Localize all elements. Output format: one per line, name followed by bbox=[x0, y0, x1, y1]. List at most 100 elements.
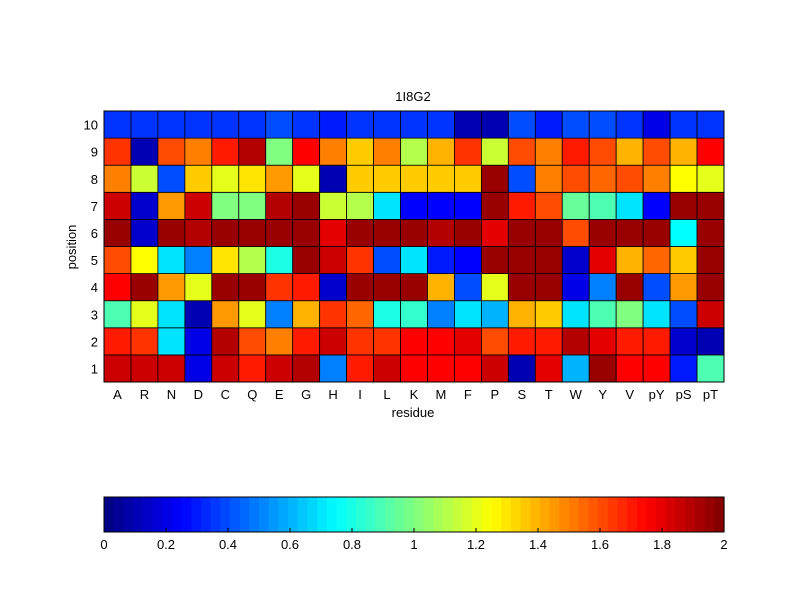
heatmap-cell bbox=[642, 300, 671, 329]
heatmap-cell bbox=[642, 246, 671, 275]
x-tick-label: G bbox=[301, 387, 311, 402]
heatmap-cell bbox=[265, 327, 294, 356]
colorbar-swatch bbox=[104, 497, 115, 532]
heatmap-cell bbox=[427, 246, 455, 275]
heatmap-cell bbox=[373, 273, 401, 302]
heatmap-cell bbox=[211, 137, 240, 166]
heatmap-cell bbox=[534, 218, 563, 247]
colorbar-swatch bbox=[462, 497, 473, 532]
colorbar-swatch bbox=[181, 497, 192, 532]
colorbar-swatch bbox=[646, 497, 657, 532]
heatmap-cell bbox=[561, 110, 590, 139]
heatmap-cell bbox=[184, 327, 213, 356]
heatmap-cell bbox=[319, 191, 348, 220]
x-tick-label: F bbox=[464, 387, 472, 402]
heatmap-cell bbox=[292, 110, 321, 139]
colorbar-swatch bbox=[433, 497, 444, 532]
y-tick-label: 9 bbox=[91, 145, 98, 160]
heatmap-cell bbox=[346, 273, 374, 302]
heatmap-cell bbox=[507, 191, 536, 220]
heatmap-cell bbox=[157, 218, 186, 247]
heatmap-cell bbox=[669, 273, 698, 302]
colorbar-swatch bbox=[200, 497, 212, 532]
colorbar-swatch bbox=[530, 497, 541, 532]
heatmap-cell bbox=[319, 137, 348, 166]
heatmap-cell bbox=[211, 191, 240, 220]
heatmap-cell bbox=[184, 300, 213, 329]
x-tick-label: M bbox=[436, 387, 447, 402]
heatmap-cell bbox=[211, 164, 240, 193]
colorbar-swatch bbox=[152, 497, 163, 532]
colorbar-swatch bbox=[384, 497, 396, 532]
heatmap-cell bbox=[373, 300, 401, 329]
colorbar-swatch bbox=[259, 497, 270, 532]
heatmap-cell bbox=[696, 246, 725, 275]
heatmap-cell bbox=[319, 300, 348, 329]
heatmap-cell bbox=[184, 137, 213, 166]
heatmap-cell bbox=[292, 246, 321, 275]
heatmap-cell bbox=[669, 218, 698, 247]
colorbar-swatch bbox=[510, 497, 522, 532]
y-tick-label: 8 bbox=[91, 172, 98, 187]
colorbar-tick-label: 1.4 bbox=[529, 537, 547, 552]
heatmap-cell bbox=[588, 327, 617, 356]
x-tick-label: Q bbox=[247, 387, 257, 402]
heatmap-cell bbox=[507, 137, 536, 166]
heatmap-cell bbox=[103, 110, 132, 139]
colorbar-tick-label: 0.6 bbox=[281, 537, 299, 552]
heatmap-cell bbox=[480, 300, 509, 329]
heatmap-cell bbox=[615, 191, 644, 220]
heatmap-cell bbox=[507, 218, 536, 247]
heatmap-cell bbox=[157, 327, 186, 356]
heatmap-cell bbox=[319, 164, 348, 193]
heatmap-cell bbox=[238, 191, 267, 220]
y-tick-label: 7 bbox=[91, 199, 98, 214]
heatmap-cell bbox=[454, 137, 482, 166]
heatmap-cell bbox=[184, 218, 213, 247]
x-tick-label: A bbox=[113, 387, 122, 402]
heatmap-cell bbox=[507, 110, 536, 139]
x-tick-label: S bbox=[517, 387, 526, 402]
heatmap-cell bbox=[615, 110, 644, 139]
heatmap-cell bbox=[427, 137, 455, 166]
heatmap-cell bbox=[454, 246, 482, 275]
colorbar-swatch bbox=[336, 497, 347, 532]
heatmap-cell bbox=[157, 273, 186, 302]
heatmap-cell bbox=[615, 273, 644, 302]
heatmap-cell bbox=[103, 354, 132, 383]
heatmap-cell bbox=[319, 354, 348, 383]
heatmap-cell bbox=[561, 191, 590, 220]
x-tick-label: L bbox=[383, 387, 390, 402]
heatmap-cell bbox=[373, 164, 401, 193]
colorbar-swatch bbox=[491, 497, 502, 532]
heatmap-cell bbox=[507, 300, 536, 329]
x-tick-label: P bbox=[491, 387, 500, 402]
heatmap-cell bbox=[454, 327, 482, 356]
heatmap-cell bbox=[130, 300, 159, 329]
heatmap-cell bbox=[265, 137, 294, 166]
heatmap-cell bbox=[454, 191, 482, 220]
heatmap-cell bbox=[480, 218, 509, 247]
heatmap-cell bbox=[346, 191, 374, 220]
heatmap-cell bbox=[427, 327, 455, 356]
colorbar-swatch bbox=[578, 497, 589, 532]
heatmap-cell bbox=[184, 354, 213, 383]
heatmap-cell bbox=[103, 273, 132, 302]
heatmap-cell bbox=[642, 110, 671, 139]
heatmap-cell bbox=[238, 354, 267, 383]
heatmap-cell bbox=[480, 273, 509, 302]
heatmap-cell bbox=[561, 218, 590, 247]
colorbar-swatch bbox=[404, 497, 415, 532]
heatmap-cell bbox=[696, 191, 725, 220]
heatmap-cell bbox=[669, 354, 698, 383]
heatmap-cell bbox=[669, 300, 698, 329]
colorbar-swatch bbox=[394, 497, 405, 532]
colorbar-swatch bbox=[239, 497, 250, 532]
heatmap-cell bbox=[454, 110, 482, 139]
heatmap-cell bbox=[184, 246, 213, 275]
colorbar-swatch bbox=[229, 497, 241, 532]
heatmap-cell bbox=[157, 354, 186, 383]
heatmap-cell bbox=[319, 110, 348, 139]
colorbar-swatch bbox=[162, 497, 173, 532]
